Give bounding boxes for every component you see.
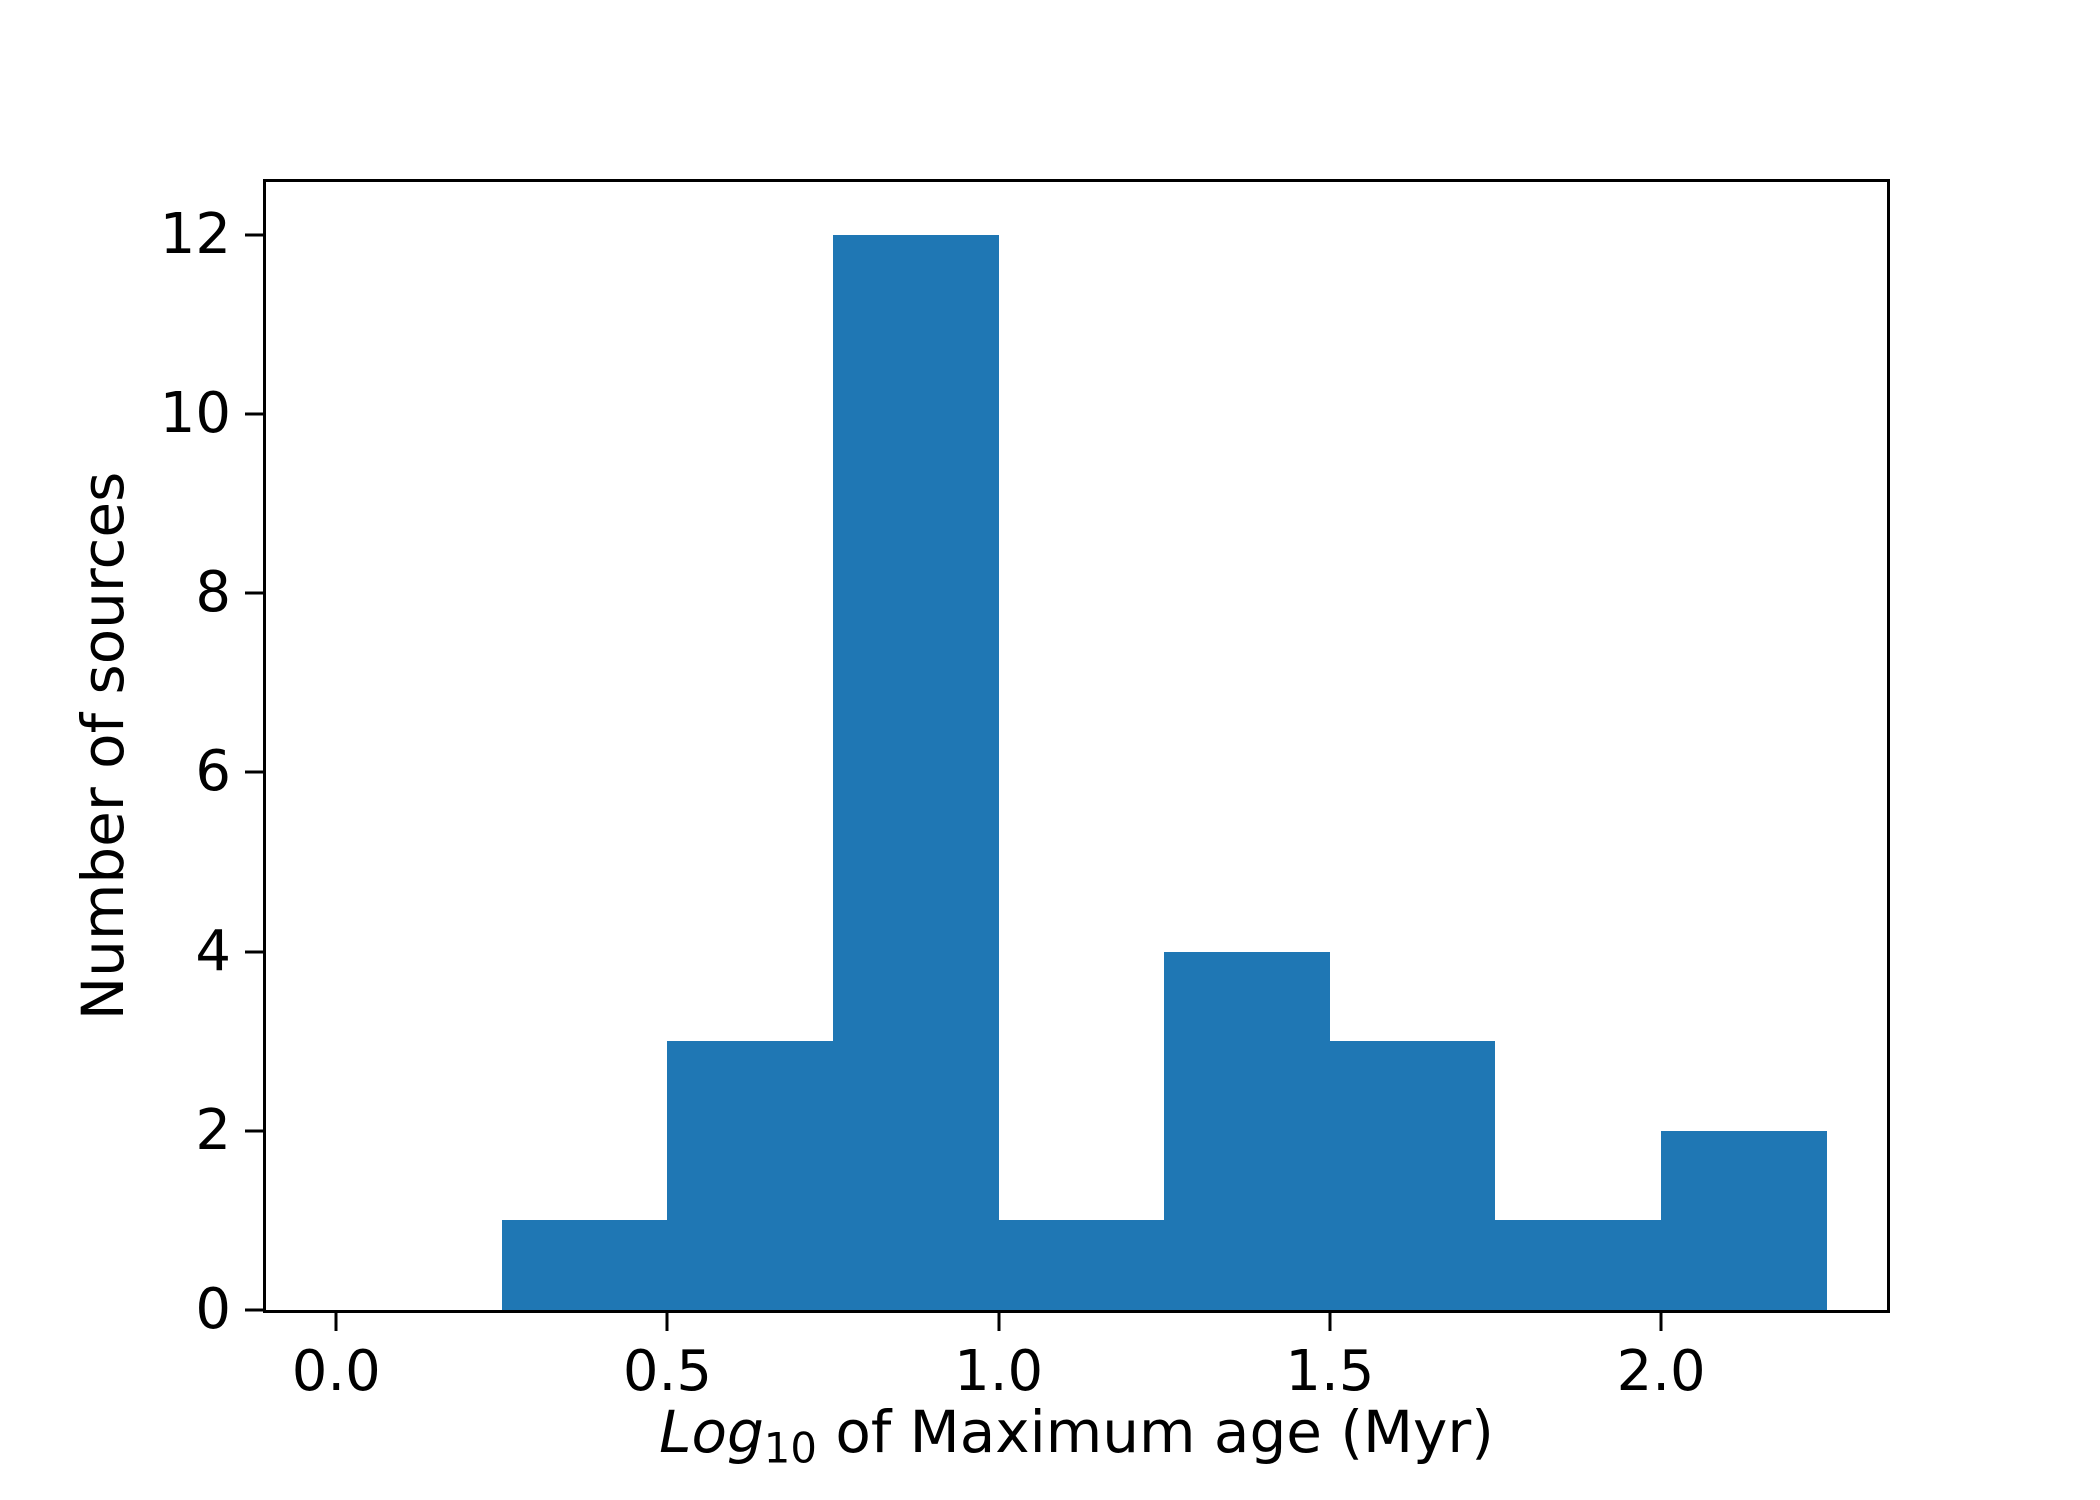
x-tick-label: 0.5 xyxy=(622,1339,712,1404)
histogram-bar xyxy=(1495,1220,1662,1310)
y-tick-label: 10 xyxy=(159,381,231,447)
x-tick-label: 1.0 xyxy=(954,1339,1044,1404)
x-axis-label: Log10 of Maximum age (Myr) xyxy=(263,1398,1890,1474)
y-tick-mark xyxy=(245,412,263,416)
histogram-bar xyxy=(667,1041,834,1310)
y-tick-mark xyxy=(245,1308,263,1312)
histogram-bar xyxy=(501,1220,668,1310)
x-axis-label-subscript: 10 xyxy=(763,1423,817,1473)
x-tick-mark xyxy=(1659,1313,1663,1331)
histogram-bar xyxy=(1661,1130,1827,1310)
y-tick-label: 2 xyxy=(195,1097,231,1163)
histogram-bar xyxy=(1329,1041,1496,1310)
y-tick-mark xyxy=(245,233,263,237)
histogram-bar xyxy=(1164,951,1330,1310)
x-tick-label: 1.5 xyxy=(1285,1339,1375,1404)
y-tick-label: 0 xyxy=(195,1277,231,1342)
y-tick-mark xyxy=(245,950,263,954)
x-tick-mark xyxy=(1328,1313,1332,1331)
y-tick-label: 8 xyxy=(195,560,231,626)
plot-area: 0.0 0.5 1.0 1.5 2.0 0 2 4 6 8 10 12 xyxy=(160,179,1890,1404)
y-tick-mark xyxy=(245,1129,263,1133)
y-tick-label: 4 xyxy=(195,918,231,984)
y-axis-label: Number of sources xyxy=(69,471,137,1021)
x-tick-label: 2.0 xyxy=(1616,1339,1706,1404)
x-axis-label-italic-part: Log xyxy=(659,1398,764,1466)
y-tick-mark xyxy=(245,770,263,774)
x-tick-label: 0.0 xyxy=(291,1339,381,1404)
y-tick-label: 12 xyxy=(159,201,231,267)
histogram-bar xyxy=(833,234,999,1310)
x-tick-mark xyxy=(665,1313,669,1331)
y-tick-label: 6 xyxy=(195,739,231,805)
histogram-bar xyxy=(998,1220,1165,1310)
y-tick-mark xyxy=(245,591,263,595)
x-tick-mark xyxy=(997,1313,1001,1331)
x-tick-mark xyxy=(334,1313,338,1331)
x-axis-label-regular-part: of Maximum age (Myr) xyxy=(816,1398,1494,1466)
